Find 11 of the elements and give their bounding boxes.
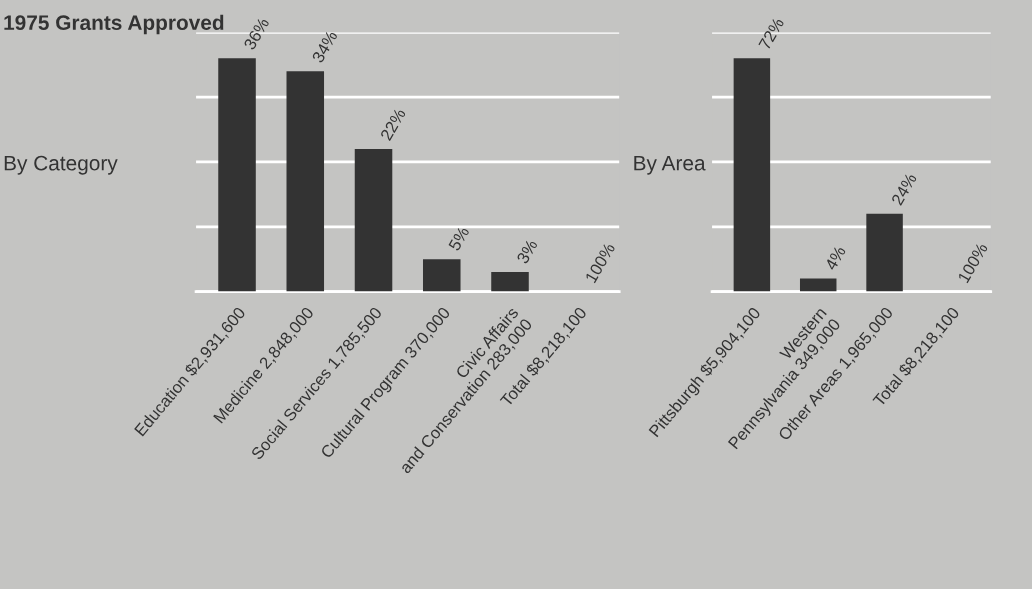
text: By Category <box>4 155 118 175</box>
data-label: 4% <box>824 245 847 272</box>
bar <box>286 71 325 292</box>
bar <box>423 259 461 292</box>
bar <box>491 272 529 292</box>
data-label: 3% <box>516 238 538 265</box>
data-label: 5% <box>448 225 470 252</box>
chart-title: 1975 Grants Approved <box>4 14 224 35</box>
text: By Area <box>634 155 706 175</box>
bar <box>218 58 256 292</box>
bar <box>354 149 393 292</box>
